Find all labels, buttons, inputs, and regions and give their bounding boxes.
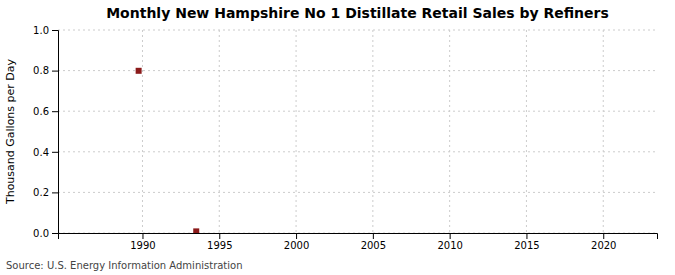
x-tick: 2000 xyxy=(284,233,309,251)
annotation: Source: U.S. Energy Information Administ… xyxy=(6,260,243,271)
y-tick: 0.2 xyxy=(33,187,58,198)
y-tick-mark xyxy=(52,152,58,153)
x-tick-label: 2000 xyxy=(284,240,309,251)
y-axis-line xyxy=(52,31,59,234)
x-tick: 2020 xyxy=(591,233,616,251)
x-tick: 2010 xyxy=(437,233,462,251)
x-tick: 1990 xyxy=(130,233,155,251)
x-tick-label: 1995 xyxy=(207,240,232,251)
x-grid-line xyxy=(603,30,604,233)
y-grid-line xyxy=(58,111,657,112)
x-tick-label: 2005 xyxy=(361,240,386,251)
x-tick-mark xyxy=(526,233,527,239)
chart: 1990 1995 2000 2005 2010 2015 2020 0.0 0.2 0.4 0.6… xyxy=(0,0,675,275)
x-tick-label: 1990 xyxy=(130,240,155,251)
x-tick-mark xyxy=(450,233,451,239)
x-axis-line xyxy=(59,234,658,240)
plot-area: 1990 1995 2000 2005 2010 2015 2020 0.0 0.2 0.4 0.6… xyxy=(33,25,657,251)
x-tick: 2015 xyxy=(514,233,539,251)
y-grid-line xyxy=(58,151,657,152)
y-tick-mark xyxy=(52,192,58,193)
y-tick-label: 0.2 xyxy=(33,187,49,198)
y-axis-title: Thousand Gallons per Day xyxy=(4,58,17,205)
y-tick-mark xyxy=(52,71,58,72)
y-tick: 0.4 xyxy=(33,147,58,158)
y-tick: 0.8 xyxy=(33,65,58,76)
y-tick-label: 0.0 xyxy=(33,228,49,239)
x-grid-line xyxy=(449,30,450,233)
x-axis: 1990 1995 2000 2005 2010 2015 2020 xyxy=(59,233,658,251)
point xyxy=(193,228,199,233)
y-tick-label: 0.8 xyxy=(33,65,49,76)
points xyxy=(136,68,200,233)
x-grid-line xyxy=(219,30,220,233)
point xyxy=(136,68,142,74)
y-tick: 0.0 xyxy=(33,228,58,239)
y-tick-label: 0.6 xyxy=(33,106,49,117)
x-tick-label: 2020 xyxy=(591,240,616,251)
x-tick-label: 2015 xyxy=(514,240,539,251)
y-grid-line xyxy=(58,192,657,193)
y-tick-label: 0.4 xyxy=(33,147,49,158)
x-grid-line xyxy=(526,30,527,233)
y-grid-line xyxy=(58,30,657,31)
y-tick-mark xyxy=(52,233,58,234)
x-tick-mark xyxy=(296,233,297,239)
grid xyxy=(58,30,657,233)
x-grid-line xyxy=(142,30,143,233)
y-tick-label: 1.0 xyxy=(33,25,49,36)
x-tick: 2005 xyxy=(361,233,386,251)
x-grid-line xyxy=(296,30,297,233)
y-tick: 0.6 xyxy=(33,106,58,117)
x-tick-mark xyxy=(373,233,374,239)
x-tick-mark xyxy=(142,233,143,239)
y-axis: 0.0 0.2 0.4 0.6 0.8 1.0 xyxy=(33,25,58,239)
x-tick: 1995 xyxy=(207,233,232,251)
y-tick-mark xyxy=(52,111,58,112)
y-tick-mark xyxy=(52,30,58,31)
x-tick-mark xyxy=(219,233,220,239)
x-grid-line xyxy=(372,30,373,233)
x-tick-mark xyxy=(603,233,604,239)
y-tick: 1.0 xyxy=(33,25,58,36)
y-grid-line xyxy=(58,70,657,71)
x-tick-label: 2010 xyxy=(437,240,462,251)
title: Monthly New Hampshire No 1 Distillate Re… xyxy=(106,5,609,21)
